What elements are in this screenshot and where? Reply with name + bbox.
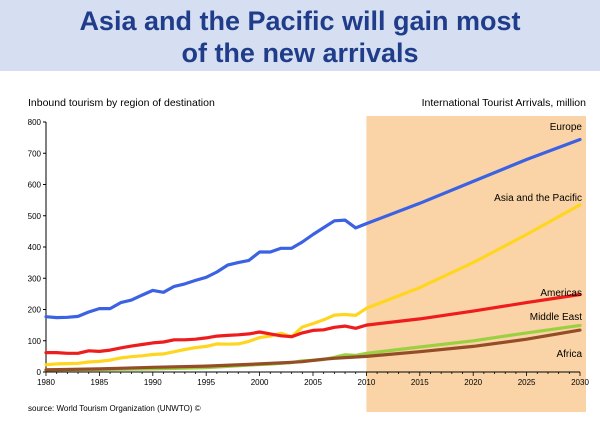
series-label-asia-and-the-pacific: Asia and the Pacific	[494, 193, 582, 204]
source-note: source: World Tourism Organization (UNWT…	[28, 404, 201, 413]
x-tick-label: 2025	[518, 378, 536, 387]
y-tick-label: 0	[37, 368, 42, 377]
chart-unit-label: International Tourist Arrivals, million	[421, 97, 586, 109]
series-label-europe: Europe	[550, 122, 583, 133]
series-line-americas	[44, 292, 582, 355]
slide-title: Asia and the Pacific will gain most of t…	[0, 5, 600, 69]
slide-title-line-2: of the new arrivals	[181, 38, 419, 68]
series-line-europe	[44, 137, 582, 320]
y-tick-label: 800	[28, 118, 42, 127]
x-tick-label: 1990	[144, 378, 162, 387]
y-tick-label: 700	[28, 149, 42, 158]
series-label-middle-east: Middle East	[530, 312, 582, 323]
series-line-asia-and-the-pacific	[44, 203, 582, 367]
x-tick-label: 2000	[251, 378, 269, 387]
x-tick-label: 2015	[411, 378, 429, 387]
x-tick-label: 2005	[304, 378, 322, 387]
x-tick-label: 2010	[358, 378, 376, 387]
x-tick-label: 1995	[197, 378, 215, 387]
y-tick-label: 200	[28, 306, 42, 315]
y-tick-label: 400	[28, 243, 42, 252]
slide-title-line-1: Asia and the Pacific will gain most	[79, 6, 521, 36]
y-tick-label: 600	[28, 181, 42, 190]
chart-subtitle: Inbound tourism by region of destination	[28, 97, 215, 109]
x-tick-label: 2020	[464, 378, 482, 387]
projection-region	[366, 116, 586, 412]
y-tick-label: 300	[28, 274, 42, 283]
x-tick-label: 2030	[571, 378, 589, 387]
x-tick-label: 1985	[91, 378, 109, 387]
y-tick-label: 100	[28, 337, 42, 346]
slide-header	[0, 0, 600, 71]
x-tick-label: 1980	[37, 378, 55, 387]
series-label-africa: Africa	[556, 349, 582, 360]
y-tick-label: 500	[28, 212, 42, 221]
series-line-africa	[44, 328, 582, 372]
series-label-americas: Americas	[540, 288, 582, 299]
